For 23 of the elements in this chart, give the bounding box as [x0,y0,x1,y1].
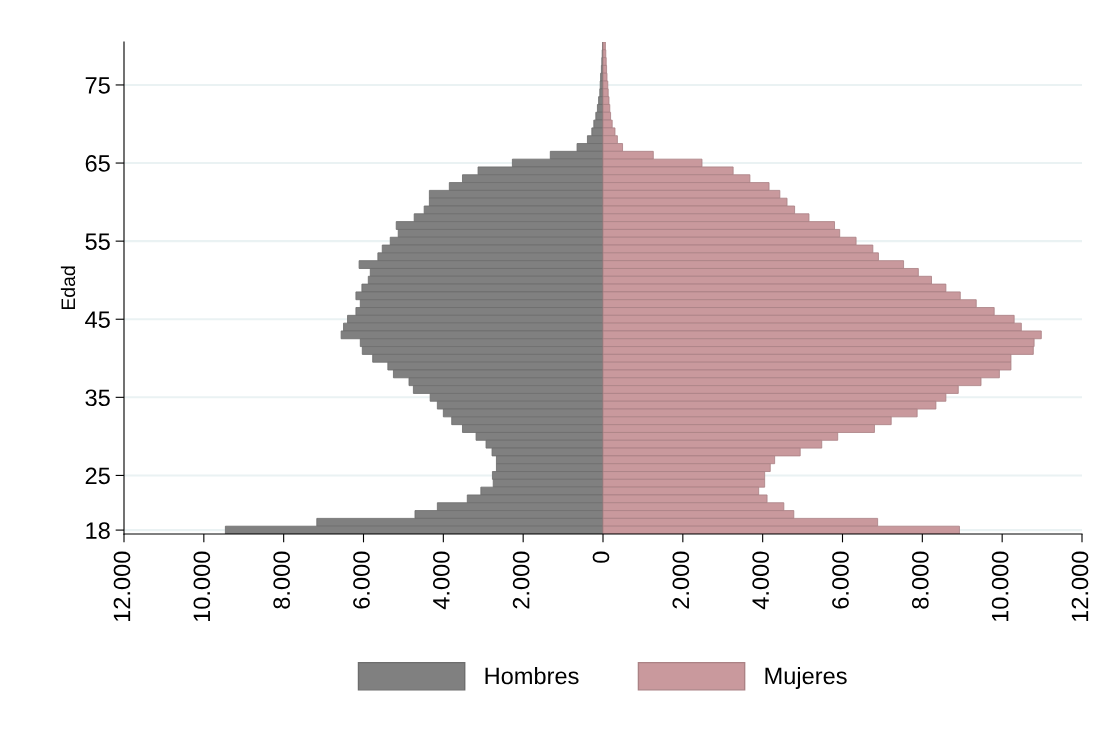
legend-label: Mujeres [765,666,847,689]
y-tick-label: 45 [85,311,110,329]
x-tick-label: 4.000 [752,551,769,610]
x-tick-label: 12.000 [1071,551,1089,622]
x-tick-label: 8.000 [911,551,929,609]
x-tick-label: 6.000 [832,551,849,609]
x-tick-label: 10.000 [193,551,211,622]
y-tick-label: 18 [86,522,110,539]
y-axis-title: Edad [60,266,76,310]
x-tick-label: 2.000 [512,551,530,609]
legend-label: Hombres [485,666,579,685]
x-tick-label: 12.000 [113,551,131,622]
y-tick-label: 35 [85,389,110,407]
x-tick-label: 6.000 [353,551,370,609]
x-tick-label: 4.000 [432,551,450,610]
x-tick-label: 2.000 [672,551,690,609]
y-tick-label: 65 [85,155,110,172]
y-tick-label: 75 [85,77,110,94]
y-tick-label: 55 [85,233,110,250]
x-tick-label: 10.000 [991,551,1009,622]
x-tick-label: 0 [592,551,610,563]
x-tick-label: 8.000 [273,551,290,609]
y-tick-label: 25 [85,467,110,485]
